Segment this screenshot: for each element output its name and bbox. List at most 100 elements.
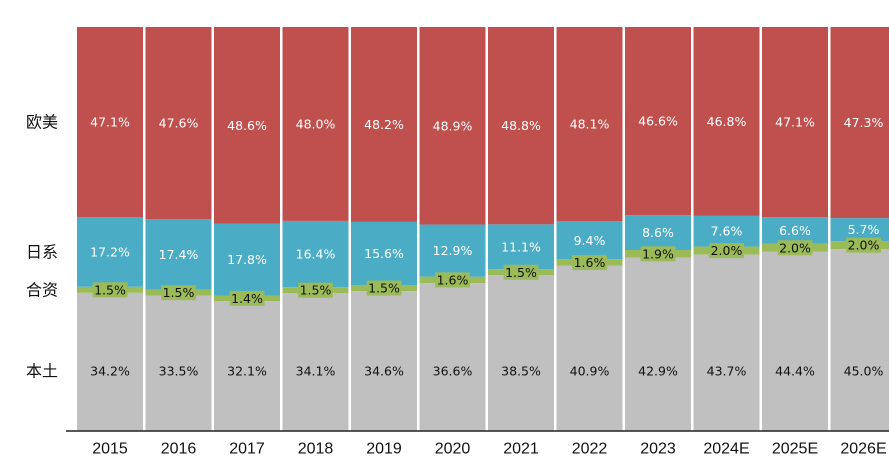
data-label-background — [88, 244, 132, 260]
bar-segment — [625, 257, 691, 431]
data-label-background — [640, 246, 676, 262]
x-tick-label: 2018 — [298, 441, 334, 458]
bar-segment — [693, 254, 760, 431]
data-label-background — [846, 237, 881, 253]
data-label-background — [773, 114, 817, 130]
series-label: 本土 — [26, 362, 58, 381]
data-label-background — [362, 116, 406, 132]
data-label-background — [298, 282, 333, 298]
data-label-background — [161, 285, 196, 301]
data-label-background — [366, 280, 402, 296]
data-label: 5.7% — [848, 222, 880, 237]
data-label-background — [842, 115, 885, 131]
data-label: 36.6% — [433, 364, 473, 379]
data-label-background — [157, 115, 200, 131]
x-tick-label: 2021 — [503, 441, 539, 458]
data-label-background — [225, 252, 269, 268]
bar-segment — [145, 295, 212, 431]
data-label: 1.5% — [300, 283, 332, 298]
data-label: 6.6% — [779, 223, 811, 238]
data-label: 1.5% — [368, 281, 400, 296]
data-label: 46.6% — [638, 114, 678, 129]
data-label-background — [636, 363, 680, 379]
data-label: 33.5% — [159, 364, 199, 379]
data-label: 43.7% — [707, 364, 747, 379]
data-label-background — [773, 363, 817, 379]
x-tick-label: 2022 — [572, 441, 608, 458]
data-label: 9.4% — [574, 233, 606, 248]
x-tick-label: 2019 — [366, 441, 402, 458]
data-label: 44.4% — [775, 364, 815, 379]
data-label: 16.4% — [296, 247, 336, 262]
data-label-background — [503, 264, 539, 280]
data-label-background — [229, 290, 265, 306]
data-label-background — [431, 363, 474, 379]
data-label-background — [294, 246, 337, 262]
bar-segment — [77, 292, 143, 431]
data-label-background — [499, 363, 543, 379]
data-label-background — [88, 363, 132, 379]
data-label-background — [705, 113, 748, 129]
data-label-background — [225, 117, 269, 133]
data-label: 42.9% — [638, 364, 678, 379]
data-label: 2.0% — [779, 240, 811, 255]
x-tick-label: 2024E — [703, 441, 749, 458]
data-label: 48.6% — [227, 118, 267, 133]
bar-segment — [556, 265, 623, 431]
bar-segment — [488, 275, 554, 431]
data-label: 7.6% — [711, 224, 743, 239]
x-tick-label: 2017 — [229, 441, 265, 458]
bar-segment — [351, 291, 417, 431]
data-label: 8.6% — [642, 225, 674, 240]
x-tick-label: 2025E — [772, 441, 818, 458]
data-label-background — [842, 363, 885, 379]
data-label-background — [431, 243, 474, 259]
data-label: 47.3% — [844, 115, 884, 130]
x-tick-label: 2023 — [640, 441, 676, 458]
data-label: 47.1% — [90, 115, 130, 130]
data-label-background — [431, 118, 474, 134]
data-label: 38.5% — [501, 364, 541, 379]
data-label: 48.0% — [296, 116, 336, 131]
data-label: 48.9% — [433, 118, 473, 133]
data-label-background — [362, 245, 406, 261]
series-label: 合资 — [26, 281, 58, 300]
data-label-background — [572, 232, 607, 248]
data-label-background — [705, 363, 748, 379]
data-label: 2.0% — [848, 238, 880, 253]
data-label-background — [636, 113, 680, 129]
x-tick-labels: 2015 2016 2017 2018 2019 2020 2021 2022 2023 2024… — [92, 441, 886, 458]
data-label-background — [435, 272, 470, 288]
bar-segment — [762, 251, 828, 431]
data-label-background — [294, 363, 337, 379]
x-tick-label: 2016 — [161, 441, 197, 458]
data-label: 2.0% — [711, 243, 743, 258]
data-label-background — [157, 246, 200, 262]
data-label: 1.9% — [642, 246, 674, 261]
data-label-background — [362, 363, 406, 379]
data-label-background — [572, 255, 607, 271]
series-label: 欧美 — [26, 113, 58, 132]
data-label: 47.6% — [159, 116, 199, 131]
data-label: 34.2% — [90, 364, 130, 379]
data-label-background — [88, 114, 132, 130]
data-label: 11.1% — [501, 239, 541, 254]
data-label-background — [709, 243, 744, 259]
value-labels-layer: 34.2% 1.5% 17.2% 47.1% 33.5% 1.5% 17.4% 47.6% 32… — [88, 113, 885, 379]
data-label: 1.5% — [163, 285, 195, 300]
data-label-background — [294, 116, 337, 132]
data-label-background — [499, 118, 543, 134]
data-label-background — [92, 282, 128, 298]
x-tick-label: 2026E — [840, 441, 886, 458]
data-label: 32.1% — [227, 364, 267, 379]
data-label: 47.1% — [775, 115, 815, 130]
data-label: 1.5% — [505, 265, 537, 280]
data-label: 17.4% — [159, 247, 199, 262]
data-label-background — [640, 225, 676, 241]
data-label-background — [499, 239, 543, 255]
data-label: 48.2% — [364, 117, 404, 132]
data-label: 1.5% — [94, 282, 126, 297]
data-label-background — [846, 222, 881, 238]
data-label-background — [777, 240, 813, 256]
